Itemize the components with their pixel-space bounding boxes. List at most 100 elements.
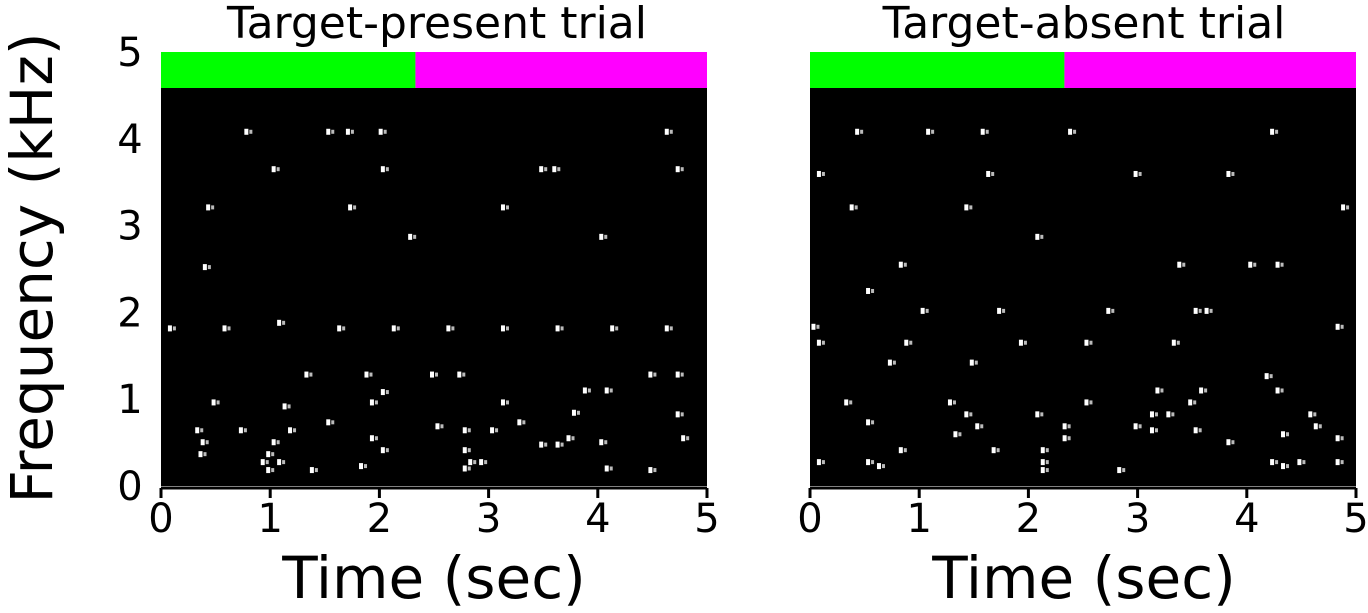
x-axis-label: Time (sec) (931, 544, 1235, 612)
tone-point (479, 459, 488, 466)
panel-target-present: Target-present trial Frequency (kHz) 0 1 2… (0, 0, 720, 612)
tone-point (462, 427, 471, 434)
tone-point (986, 170, 995, 177)
tone-point (337, 325, 346, 332)
tone-point (1275, 387, 1284, 394)
tone-point (1062, 423, 1071, 430)
tone-point (277, 319, 286, 326)
tone-point (1275, 261, 1284, 268)
bar-segment-0 (161, 52, 416, 88)
tone-point (947, 399, 956, 406)
tone-point (238, 427, 247, 434)
tone-point (435, 423, 444, 430)
tone-point (500, 399, 509, 406)
tone-point (490, 427, 499, 434)
tone-point (430, 371, 438, 378)
tone-point (1084, 399, 1093, 406)
tone-point (1270, 459, 1279, 466)
tone-point (200, 439, 209, 446)
tone-point (604, 465, 613, 472)
y-axis-label: Frequency (kHz) (0, 33, 66, 504)
tone-point (369, 435, 378, 442)
tone-point (904, 339, 913, 346)
tone-point (1308, 411, 1317, 418)
tone-point (1018, 339, 1027, 346)
tone-point (855, 128, 864, 135)
plot-area (810, 88, 1356, 486)
tone-point (359, 463, 368, 470)
tone-point (969, 359, 978, 366)
tone-point (1117, 467, 1126, 474)
tone-point (517, 419, 526, 426)
tone-point (675, 411, 684, 418)
tone-point (1264, 373, 1273, 380)
tone-point (202, 264, 211, 271)
tone-point (1040, 459, 1049, 466)
tone-point (898, 447, 907, 454)
tone-point (271, 166, 280, 173)
tone-point (1133, 170, 1142, 177)
tone-point (953, 431, 962, 438)
x-tick-label: 1 (257, 496, 282, 542)
x-tick-label: 0 (797, 496, 822, 542)
tone-point (844, 399, 853, 406)
tone-point (566, 435, 575, 442)
tone-point (1062, 435, 1071, 442)
tone-point (675, 166, 684, 173)
tone-point (816, 170, 825, 177)
tone-point (222, 325, 231, 332)
y-tick-label: 3 (117, 204, 142, 250)
tone-point (326, 128, 335, 135)
x-tick-label: 2 (1016, 496, 1041, 542)
panel-target-absent: Target-absent trial 0 1 2 3 4 5 Time (sec) (797, 0, 1368, 612)
tone-point (571, 409, 580, 416)
tone-point (1313, 423, 1322, 430)
tone-point (1149, 427, 1158, 434)
tone-point (260, 459, 269, 466)
tone-point (604, 387, 613, 394)
tone-point (1040, 447, 1049, 454)
tone-point (964, 411, 973, 418)
y-tick-label: 5 (117, 30, 142, 76)
x-tick-label: 5 (694, 496, 719, 542)
tone-point (462, 465, 471, 472)
tone-point (1035, 411, 1044, 418)
tone-point (664, 128, 673, 135)
tone-point (326, 419, 335, 426)
tone-point (1335, 459, 1344, 466)
tone-point (664, 325, 673, 332)
x-tick-label: 4 (585, 496, 610, 542)
tone-point (866, 287, 875, 294)
x-ticks: 0 1 2 3 4 5 (797, 486, 1368, 542)
tone-point (811, 323, 820, 330)
tone-point (599, 439, 608, 446)
x-tick-label: 3 (1125, 496, 1150, 542)
x-tick-label: 1 (906, 496, 931, 542)
tone-point (866, 419, 875, 426)
tone-point (599, 233, 608, 240)
chart-title: Target-absent trial (882, 0, 1286, 49)
tone-point (816, 459, 825, 466)
tone-point (975, 423, 984, 430)
tone-point (266, 467, 275, 474)
tone-point (364, 371, 373, 378)
tone-point (1335, 323, 1344, 330)
tone-point (1297, 459, 1306, 466)
tone-point (500, 325, 509, 332)
tone-point (926, 128, 935, 135)
tone-point (1155, 387, 1164, 394)
tone-point (266, 451, 275, 458)
tone-point (369, 399, 378, 406)
tone-point (1040, 467, 1049, 474)
tone-point (898, 261, 907, 268)
tone-point (1335, 435, 1344, 442)
tone-point (1199, 387, 1208, 394)
tone-point (991, 447, 1000, 454)
tone-point (1281, 431, 1290, 438)
tone-point (211, 399, 220, 406)
y-tick-label: 4 (117, 117, 142, 163)
tone-point (610, 325, 619, 332)
tone-point (1270, 128, 1279, 135)
x-tick-label: 5 (1343, 496, 1368, 542)
tone-point (380, 166, 389, 173)
